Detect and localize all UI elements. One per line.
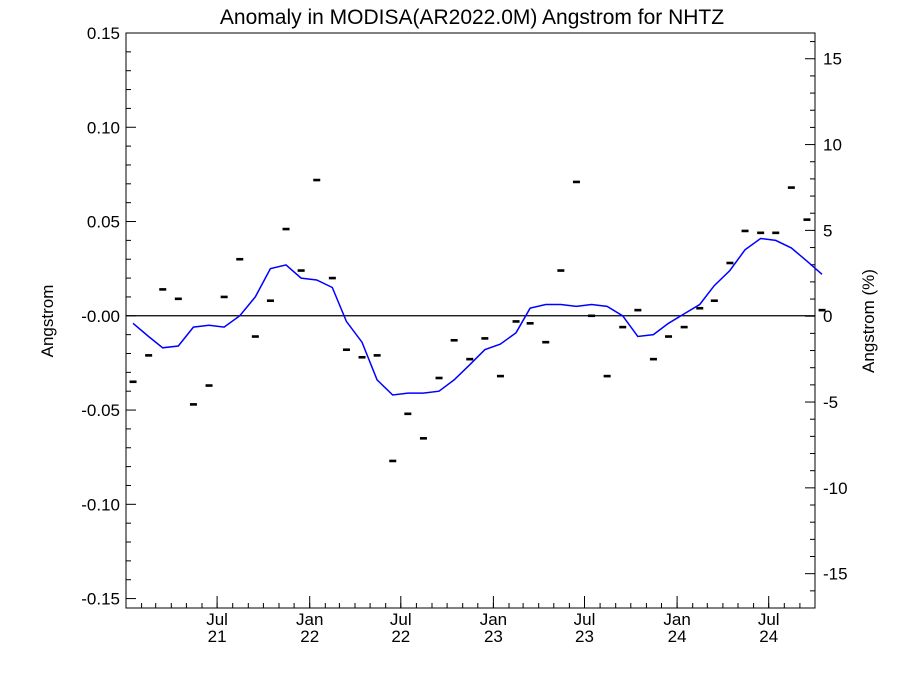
y-tick-label: -0.05 bbox=[81, 401, 120, 420]
data-point bbox=[466, 357, 474, 361]
data-point bbox=[726, 261, 734, 265]
data-point bbox=[342, 348, 350, 352]
data-point bbox=[297, 269, 305, 272]
plot-frame bbox=[125, 32, 816, 609]
data-point bbox=[557, 269, 565, 272]
y-tick-label: 0.05 bbox=[87, 213, 120, 232]
data-point bbox=[236, 257, 244, 261]
data-point bbox=[129, 380, 137, 384]
data-point bbox=[159, 288, 167, 291]
x-tick-label-month: Jan bbox=[663, 610, 690, 629]
y2-tick-label: -5 bbox=[823, 393, 838, 412]
y2-tick-label: 5 bbox=[823, 221, 832, 240]
data-point bbox=[220, 295, 228, 299]
data-point bbox=[741, 229, 749, 233]
x-tick-label-month: Jul bbox=[574, 610, 596, 629]
data-point bbox=[680, 325, 688, 329]
x-tick-label-year: 22 bbox=[391, 627, 410, 646]
data-point bbox=[328, 276, 336, 280]
data-point bbox=[710, 299, 718, 303]
data-point bbox=[526, 322, 534, 325]
data-point bbox=[251, 335, 259, 338]
data-point bbox=[419, 437, 427, 440]
data-point bbox=[619, 325, 627, 329]
data-point bbox=[404, 412, 412, 416]
data-point bbox=[205, 384, 213, 387]
data-point bbox=[588, 314, 596, 318]
data-point bbox=[313, 178, 321, 182]
series-line bbox=[132, 237, 823, 396]
y-axis-label: Angstrom bbox=[38, 285, 57, 358]
y2-axis-label: Angstrom (%) bbox=[859, 269, 878, 373]
data-point bbox=[145, 354, 153, 357]
data-point bbox=[512, 320, 520, 323]
data-point bbox=[435, 376, 443, 380]
data-point bbox=[189, 403, 197, 406]
y-tick-label: -0.00 bbox=[81, 307, 120, 326]
y-tick-label: -0.10 bbox=[81, 495, 120, 514]
y2-tick-label: -15 bbox=[823, 565, 848, 584]
data-point bbox=[496, 374, 504, 378]
data-point bbox=[665, 335, 673, 338]
data-point bbox=[373, 354, 381, 357]
data-point bbox=[634, 308, 642, 312]
y2-tick-label: 0 bbox=[823, 307, 832, 326]
chart-title: Anomaly in MODISA(AR2022.0M) Angstrom fo… bbox=[220, 6, 724, 29]
data-point bbox=[757, 231, 765, 235]
x-tick-label-month: Jan bbox=[480, 610, 507, 629]
data-point bbox=[649, 357, 657, 361]
data-point bbox=[772, 231, 780, 235]
y2-tick-label: -10 bbox=[823, 479, 848, 498]
data-point bbox=[481, 337, 489, 340]
y2-tick-label: 10 bbox=[823, 136, 842, 155]
data-point bbox=[696, 306, 704, 310]
data-point bbox=[266, 299, 274, 303]
x-tick-label-year: 23 bbox=[575, 627, 594, 646]
y-tick-label: 0.10 bbox=[87, 118, 120, 137]
data-point bbox=[358, 355, 366, 359]
data-point bbox=[818, 308, 826, 312]
x-tick-label-year: 24 bbox=[759, 627, 778, 646]
y-tick-label: 0.15 bbox=[87, 24, 120, 43]
x-tick-label-year: 24 bbox=[668, 627, 687, 646]
y-tick-label: -0.15 bbox=[81, 590, 120, 609]
x-tick-label-month: Jul bbox=[390, 610, 412, 629]
data-point bbox=[572, 180, 580, 184]
data-point bbox=[787, 186, 795, 189]
data-point bbox=[389, 459, 397, 463]
data-point bbox=[542, 340, 550, 344]
x-tick-label-month: Jul bbox=[206, 610, 228, 629]
x-tick-label-month: Jul bbox=[758, 610, 780, 629]
data-point bbox=[174, 297, 182, 301]
plot-area: 0.15 0.10 0.05 -0.00 -0.05 -0.10 -0.15 15 10 5 0 -5… bbox=[81, 24, 847, 646]
y2-tick-label: 15 bbox=[823, 50, 842, 69]
data-point bbox=[603, 374, 611, 378]
x-tick-label-month: Jan bbox=[296, 610, 323, 629]
data-point bbox=[450, 338, 458, 342]
x-tick-label-year: 22 bbox=[300, 627, 319, 646]
data-point bbox=[803, 218, 811, 221]
x-tick-label-year: 21 bbox=[208, 627, 227, 646]
x-tick-label-year: 23 bbox=[484, 627, 503, 646]
data-point bbox=[282, 227, 290, 231]
